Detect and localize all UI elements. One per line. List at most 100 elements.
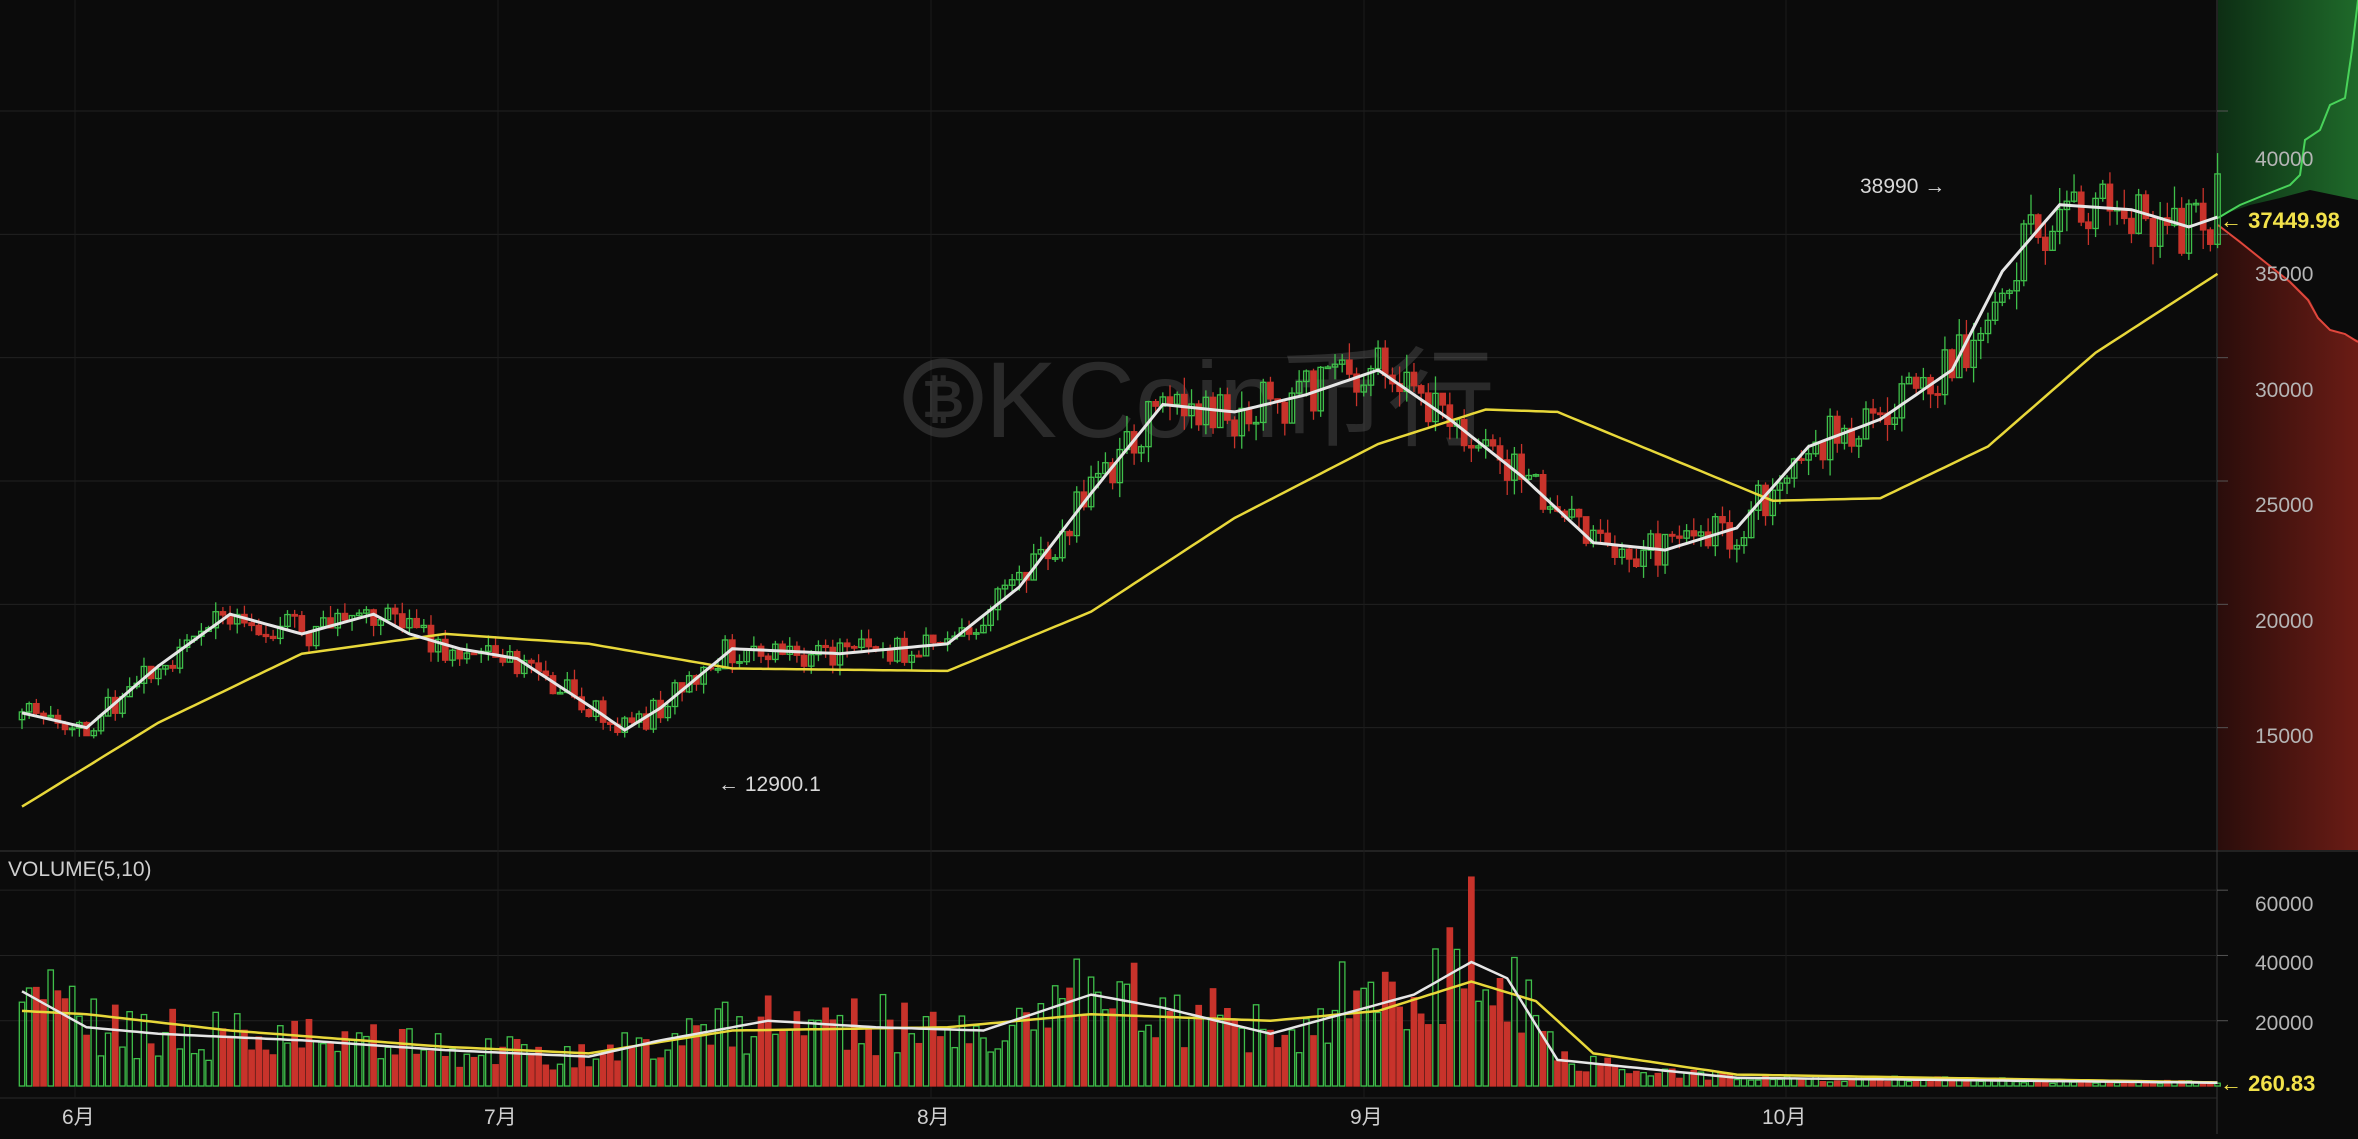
candle-down bbox=[1195, 403, 1203, 426]
volume-bar-down bbox=[1654, 1072, 1662, 1087]
volume-bar-down bbox=[1195, 1004, 1203, 1087]
volume-bar-up bbox=[355, 1032, 363, 1087]
volume-bar-up bbox=[807, 1019, 815, 1087]
candle-up bbox=[2192, 202, 2200, 206]
volume-bar-down bbox=[1884, 1080, 1891, 1087]
volume-bar-up bbox=[90, 998, 98, 1087]
candle-down bbox=[642, 713, 650, 730]
candle-up bbox=[1202, 396, 1210, 426]
volume-bar-down bbox=[1625, 1073, 1633, 1087]
volume-bar-up bbox=[1159, 997, 1167, 1087]
volume-bar-up bbox=[951, 1046, 959, 1087]
volume-bar-down bbox=[370, 1024, 377, 1087]
candle-up bbox=[2092, 197, 2099, 230]
volume-bar-down bbox=[1310, 1035, 1317, 1087]
volume-bar-up bbox=[879, 993, 887, 1087]
candle-up bbox=[1295, 380, 1303, 394]
volume-bar-down bbox=[1245, 1052, 1253, 1087]
volume-bar-up bbox=[743, 1053, 751, 1087]
volume-bar-down bbox=[1274, 1047, 1281, 1087]
volume-bar-up bbox=[1116, 981, 1124, 1087]
volume-bar-up bbox=[1403, 1029, 1411, 1087]
volume-bar-up bbox=[721, 1001, 729, 1087]
candle-down bbox=[1181, 393, 1188, 417]
volume-bar-down bbox=[793, 1011, 801, 1087]
volume-bar-down bbox=[398, 1028, 406, 1087]
candle-up bbox=[2099, 183, 2107, 200]
candle-down bbox=[269, 635, 277, 640]
volume-bar-down bbox=[169, 1008, 177, 1087]
volume-bar-up bbox=[1030, 1029, 1038, 1087]
candle-down bbox=[1668, 533, 1676, 537]
candle-down bbox=[1245, 407, 1253, 425]
volume-bar-up bbox=[506, 1036, 514, 1087]
candle-up bbox=[1977, 332, 1985, 342]
volume-bar-down bbox=[542, 1064, 550, 1087]
volume-bar-up bbox=[815, 1019, 822, 1087]
candle-up bbox=[1288, 392, 1296, 424]
volume-bar-up bbox=[1324, 1042, 1332, 1087]
candle-up bbox=[1776, 482, 1784, 491]
volume-bar-up bbox=[671, 1033, 679, 1087]
volume-bar-down bbox=[707, 1044, 715, 1087]
candle-up bbox=[815, 644, 822, 656]
candle-down bbox=[585, 709, 593, 718]
volume-bar-up bbox=[1173, 994, 1181, 1087]
candle-up bbox=[1116, 448, 1124, 484]
candle-down bbox=[255, 624, 263, 636]
candle-up bbox=[1991, 301, 1999, 321]
volume-bar-down bbox=[54, 990, 62, 1087]
candle-up bbox=[1367, 367, 1375, 386]
price-tick-label: 40000 bbox=[2255, 148, 2313, 171]
candle-down bbox=[1446, 404, 1454, 427]
candle-down bbox=[1597, 529, 1604, 534]
volume-bar-up bbox=[377, 1058, 385, 1087]
volume-bar-down bbox=[886, 1019, 894, 1087]
candle-up bbox=[1855, 438, 1863, 447]
candle-down bbox=[1489, 439, 1497, 447]
candle-down bbox=[1231, 419, 1238, 437]
volume-bar-up bbox=[836, 1014, 844, 1087]
candle-up bbox=[420, 624, 428, 629]
candle-up bbox=[621, 717, 629, 733]
volume-bar-down bbox=[800, 1035, 808, 1087]
candle-down bbox=[1066, 530, 1073, 537]
volume-bar-down bbox=[1281, 1034, 1289, 1087]
candle-down bbox=[528, 659, 535, 664]
volume-bar-up bbox=[1367, 981, 1375, 1087]
volume-bar-up bbox=[972, 1025, 980, 1087]
volume-bar-up bbox=[162, 1031, 169, 1087]
candle-up bbox=[1640, 549, 1647, 567]
candle-up bbox=[1697, 531, 1705, 537]
volume-bar-up bbox=[1102, 1009, 1109, 1087]
volume-bar-down bbox=[607, 1044, 614, 1087]
volume-bar-down bbox=[1396, 1006, 1403, 1087]
candle-up bbox=[1740, 536, 1748, 547]
volume-bar-down bbox=[628, 1045, 636, 1087]
candle-up bbox=[1891, 417, 1899, 426]
price-tick-label: 30000 bbox=[2255, 379, 2313, 402]
volume-bar-down bbox=[779, 1030, 786, 1087]
volume-bar-down bbox=[492, 1064, 499, 1087]
candle-down bbox=[865, 638, 873, 648]
candle-down bbox=[2149, 217, 2157, 247]
volume-bar-down bbox=[1503, 1021, 1511, 1087]
candle-down bbox=[1152, 400, 1159, 407]
candle-up bbox=[1331, 363, 1339, 368]
volume-bar-down bbox=[111, 1004, 119, 1087]
candle-up bbox=[276, 625, 284, 640]
volume-bar-down bbox=[1209, 988, 1217, 1087]
volume-bar-down bbox=[578, 1044, 586, 1087]
candle-up bbox=[1790, 458, 1798, 479]
volume-bar-down bbox=[226, 1038, 234, 1087]
volume-bar-up bbox=[1525, 979, 1533, 1087]
volume-bar-down bbox=[327, 1042, 334, 1087]
volume-bar-down bbox=[872, 1055, 880, 1087]
candle-up bbox=[1984, 319, 1992, 335]
candle-down bbox=[1833, 415, 1841, 444]
candle-up bbox=[449, 649, 456, 661]
volume-bar-down bbox=[1575, 1070, 1583, 1087]
volume-bar-down bbox=[513, 1039, 521, 1087]
volume-bar-down bbox=[850, 998, 858, 1087]
